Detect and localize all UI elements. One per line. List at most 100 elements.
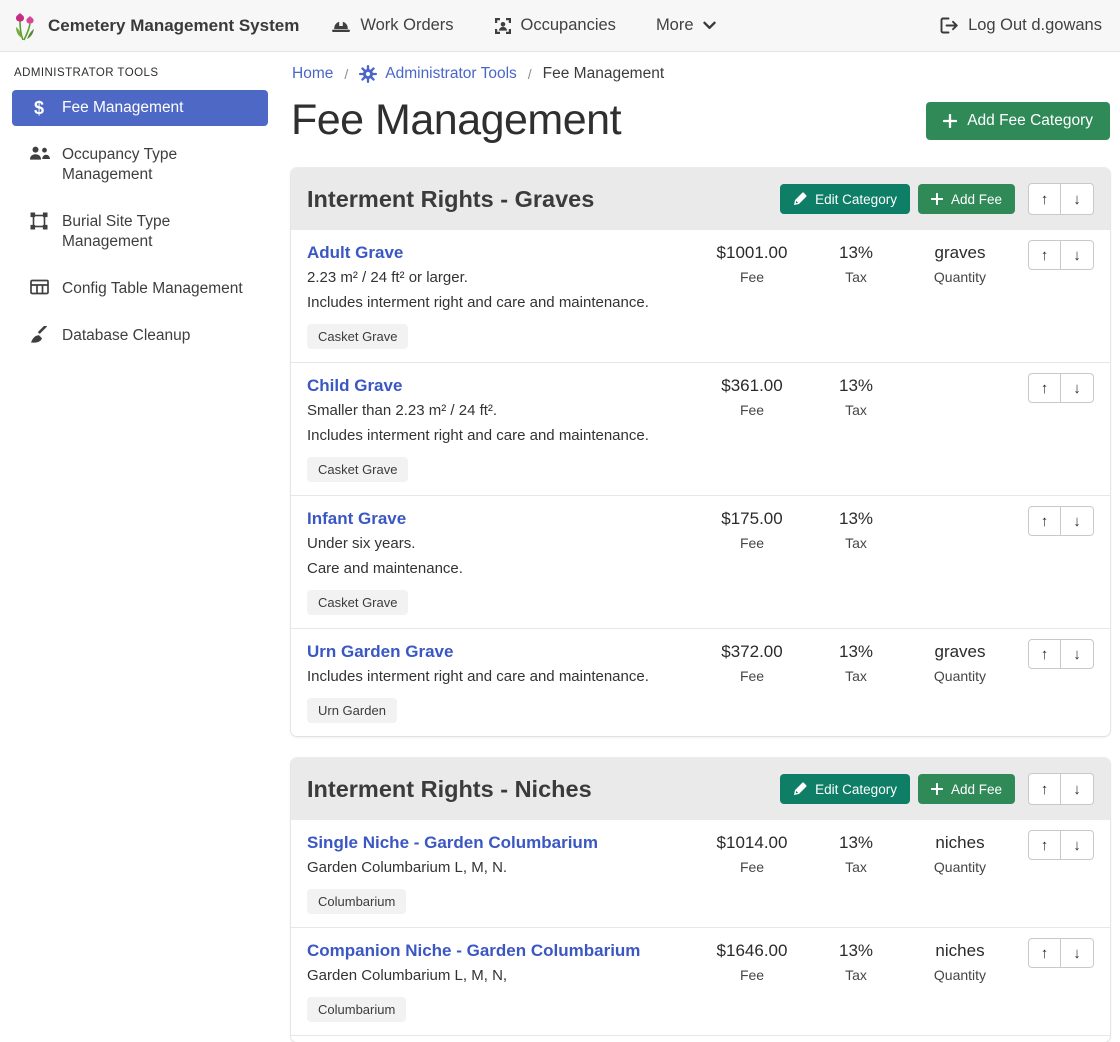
fee-name-link[interactable]: Adult Grave xyxy=(307,240,403,265)
sidebar-item-fee-management[interactable]: $ Fee Management xyxy=(12,90,268,126)
fee-name-link[interactable]: Companion Niche - Garden Columbarium xyxy=(307,938,640,963)
fee-stat: $1646.00 Fee xyxy=(700,938,804,1022)
breadcrumb: Home / Administrator Tool xyxy=(292,65,1110,83)
fee-type-badge: Casket Grave xyxy=(307,590,408,615)
crop-frame-icon xyxy=(28,212,50,230)
quantity-unit: graves xyxy=(908,639,1012,664)
fee-move-up-button[interactable]: ↑ xyxy=(1028,639,1061,669)
category-header: Interment Rights - Niches Edit Category … xyxy=(291,758,1110,820)
fee-name-link[interactable]: Infant Grave xyxy=(307,506,406,531)
nav-item-occupancies[interactable]: Occupancies xyxy=(494,16,616,35)
fee-move-up-button[interactable]: ↑ xyxy=(1028,938,1061,968)
hard-hat-icon xyxy=(331,18,351,34)
sidebar-item-occupancy-type-management[interactable]: Occupancy Type Management xyxy=(12,137,268,193)
sidebar-item-label: Fee Management xyxy=(62,98,184,118)
fee-description: Smaller than 2.23 m² / 24 ft². xyxy=(307,398,700,423)
fee-move-down-button[interactable]: ↓ xyxy=(1061,373,1094,403)
fee-name-link[interactable]: Single Niche - Garden Columbarium xyxy=(307,830,598,855)
fee-move-up-button[interactable]: ↑ xyxy=(1028,830,1061,860)
nav-item-more[interactable]: More xyxy=(656,16,716,35)
tax-rate: 13% xyxy=(804,240,908,265)
category-header: Interment Rights - Graves Edit Category … xyxy=(291,168,1110,230)
sidebar-item-burial-site-type-management[interactable]: Burial Site Type Management xyxy=(12,204,268,260)
quantity-label: Quantity xyxy=(908,855,1012,880)
fee-descriptions: 2.23 m² / 24 ft² or larger.Includes inte… xyxy=(307,265,700,315)
fee-reorder-group: ↑ ↓ xyxy=(1012,506,1094,615)
fee-main: Urn Garden Grave Includes interment righ… xyxy=(307,639,700,723)
fee-move-up-button[interactable]: ↑ xyxy=(1028,373,1061,403)
fee-category-card: Interment Rights - Graves Edit Category … xyxy=(291,168,1110,736)
tax-stat: 13% Tax xyxy=(804,240,908,349)
fee-row: Companion Niche - Garden Columbarium Gar… xyxy=(291,927,1110,1035)
sidebar-item-config-table-management[interactable]: Config Table Management xyxy=(12,271,268,307)
arrow-up-icon: ↑ xyxy=(1041,646,1049,663)
tax-label: Tax xyxy=(804,531,908,556)
fee-move-up-button[interactable]: ↑ xyxy=(1028,506,1061,536)
nav-item-label: Work Orders xyxy=(360,16,453,35)
fee-description: Garden Columbarium L, M, N. xyxy=(307,855,700,880)
arrow-down-icon: ↓ xyxy=(1073,191,1081,208)
sidebar-item-label: Database Cleanup xyxy=(62,326,190,346)
quantity-label: Quantity xyxy=(908,963,1012,988)
tax-label: Tax xyxy=(804,664,908,689)
arrow-up-icon: ↑ xyxy=(1041,781,1049,798)
breadcrumb-current: Fee Management xyxy=(543,65,665,83)
fee-name-link[interactable]: Urn Garden Grave xyxy=(307,639,453,664)
category-reorder-group: ↑ ↓ xyxy=(1028,183,1094,215)
dollar-icon: $ xyxy=(28,98,50,118)
breadcrumb-home-link[interactable]: Home xyxy=(292,65,333,83)
quantity-unit: graves xyxy=(908,240,1012,265)
brand[interactable]: Cemetery Management System xyxy=(12,11,299,41)
arrow-up-icon: ↑ xyxy=(1041,837,1049,854)
add-fee-category-label: Add Fee Category xyxy=(967,112,1093,130)
category-move-down-button[interactable]: ↓ xyxy=(1061,773,1094,805)
sidebar-item-database-cleanup[interactable]: Database Cleanup xyxy=(12,318,268,354)
breadcrumb-section-label: Administrator Tools xyxy=(385,65,517,83)
tax-stat: 13% Tax xyxy=(804,373,908,482)
fee-description: Includes interment right and care and ma… xyxy=(307,423,700,448)
fee-reorder-group: ↑ ↓ xyxy=(1012,240,1094,349)
fee-move-down-button[interactable]: ↓ xyxy=(1061,830,1094,860)
add-fee-button[interactable]: Add Fee xyxy=(918,774,1015,804)
categories: Interment Rights - Graves Edit Category … xyxy=(291,168,1110,1042)
category-move-down-button[interactable]: ↓ xyxy=(1061,183,1094,215)
edit-category-button[interactable]: Edit Category xyxy=(780,774,910,804)
fee-main: Adult Grave 2.23 m² / 24 ft² or larger.I… xyxy=(307,240,700,349)
navbar: Cemetery Management System Work Orders O… xyxy=(0,0,1120,52)
arrow-down-icon: ↓ xyxy=(1073,247,1081,264)
fee-amount: $372.00 xyxy=(700,639,804,664)
nav-item-work-orders[interactable]: Work Orders xyxy=(331,16,453,35)
nav-item-label: More xyxy=(656,16,694,35)
fee-stat: $372.00 Fee xyxy=(700,639,804,723)
category-move-up-button[interactable]: ↑ xyxy=(1028,183,1061,215)
edit-category-button[interactable]: Edit Category xyxy=(780,184,910,214)
fee-name-link[interactable]: Child Grave xyxy=(307,373,402,398)
tax-stat: 13% Tax xyxy=(804,938,908,1022)
arrow-down-icon: ↓ xyxy=(1073,380,1081,397)
add-fee-button[interactable]: Add Fee xyxy=(918,184,1015,214)
category-move-up-button[interactable]: ↑ xyxy=(1028,773,1061,805)
tax-label: Tax xyxy=(804,855,908,880)
fee-type-badge: Urn Garden xyxy=(307,698,397,723)
breadcrumb-admin-tools-link[interactable]: Administrator Tools xyxy=(359,65,517,83)
add-fee-category-button[interactable]: Add Fee Category xyxy=(926,102,1110,140)
tax-stat: 13% Tax xyxy=(804,639,908,723)
fee-move-down-button[interactable]: ↓ xyxy=(1061,639,1094,669)
badge-wrap: Casket Grave xyxy=(307,457,700,482)
fee-move-down-button[interactable]: ↓ xyxy=(1061,240,1094,270)
fee-move-down-button[interactable]: ↓ xyxy=(1061,938,1094,968)
badge-wrap: Urn Garden xyxy=(307,698,700,723)
badge-wrap: Columbarium xyxy=(307,889,700,914)
add-fee-label: Add Fee xyxy=(951,782,1002,797)
logout-button[interactable]: Log Out d.gowans xyxy=(940,16,1102,35)
badge-wrap: Casket Grave xyxy=(307,590,700,615)
logout-label: Log Out d.gowans xyxy=(968,16,1102,35)
fee-row: Infant Grave Under six years.Care and ma… xyxy=(291,495,1110,628)
fee-move-up-button[interactable]: ↑ xyxy=(1028,240,1061,270)
badge-wrap: Casket Grave xyxy=(307,324,700,349)
arrow-down-icon: ↓ xyxy=(1073,781,1081,798)
fee-main: Child Grave Smaller than 2.23 m² / 24 ft… xyxy=(307,373,700,482)
arrow-up-icon: ↑ xyxy=(1041,191,1049,208)
fee-row: Single Niche - Garden Columbarium Garden… xyxy=(291,820,1110,927)
fee-move-down-button[interactable]: ↓ xyxy=(1061,506,1094,536)
